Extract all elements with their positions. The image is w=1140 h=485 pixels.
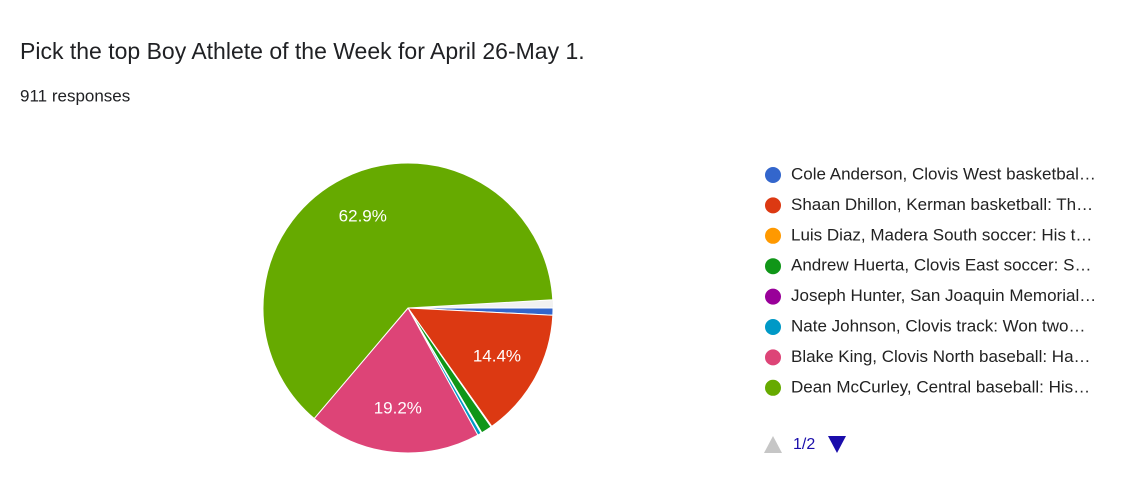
legend-swatch (765, 197, 781, 214)
legend-swatch (765, 258, 781, 275)
legend-swatch (765, 167, 781, 183)
legend-label: Dean McCurley, Central baseball: His… (791, 377, 1090, 396)
slice-label: 62.9% (339, 207, 387, 226)
pie-slice (262, 162, 554, 420)
slice-label: 14.4% (473, 346, 521, 365)
legend-swatch (765, 288, 781, 305)
slice-label: 19.2% (374, 398, 422, 417)
prev-page[interactable] (764, 436, 782, 453)
legend-swatch (765, 349, 781, 366)
pie-slice (406, 307, 554, 428)
legend-swatch (765, 379, 781, 396)
legend-swatch (765, 227, 781, 244)
legend-swatch (765, 319, 781, 335)
legend-label: Nate Johnson, Clovis track: Won two… (791, 316, 1085, 335)
next-page[interactable] (828, 436, 846, 453)
legend-label: Blake King, Clovis North baseball: Ha… (791, 347, 1091, 366)
response-count: 911 responses (20, 86, 130, 105)
legend-label: Cole Anderson, Clovis West basketbal… (791, 164, 1096, 183)
pie: 14.4% 19.2% 62.9% (262, 162, 554, 454)
page-indicator: 1/2 (793, 436, 815, 453)
legend-label: Joseph Hunter, San Joaquin Memorial… (791, 286, 1096, 305)
pie-slice (313, 307, 479, 454)
legend-label: Luis Diaz, Madera South soccer: His t… (791, 225, 1092, 244)
chart-title: Pick the top Boy Athlete of the Week for… (20, 38, 585, 64)
legend-label: Andrew Huerta, Clovis East soccer: S… (791, 256, 1091, 275)
legend-label: Shaan Dhillon, Kerman basketball: Th… (791, 195, 1093, 214)
legend: Cole Anderson, Clovis West basketbal… Sha… (765, 164, 1096, 396)
